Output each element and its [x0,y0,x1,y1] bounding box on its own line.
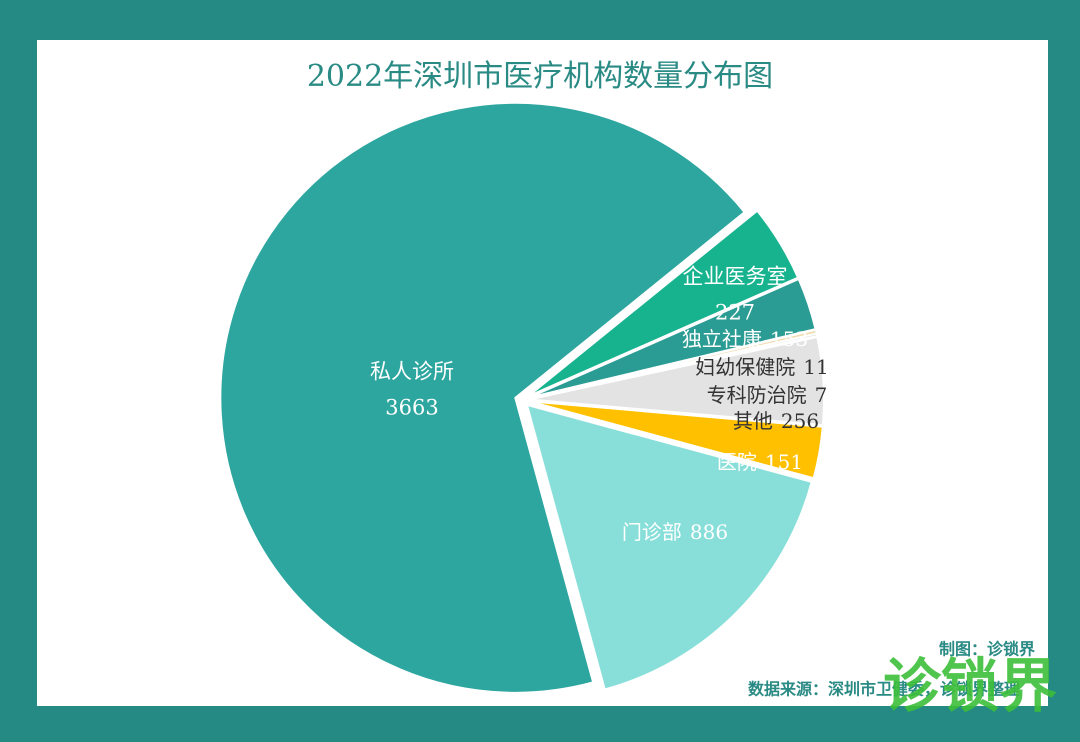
slice-label: 私人诊所 [370,360,454,384]
slice-value: 153 [770,327,808,351]
pie-slice [527,209,800,398]
chart-title: 2022年深圳市医疗机构数量分布图 [307,59,773,94]
slice-value: 151 [765,450,803,474]
slice-label: 门诊部 [622,520,682,544]
pie-slice [528,335,825,427]
slice-value: 227 [715,301,755,325]
slice-label-group: 其他 256 [733,409,819,433]
credit-author: 制图：诊锁界 [939,640,1035,659]
pie-slice [525,403,813,691]
slice-label: 妇幼保健院 [695,355,795,379]
logo: 诊锁界 [883,652,1057,720]
pie-slice [528,332,819,400]
slice-value: 7 [815,383,828,407]
slice-value: 256 [781,409,819,433]
pie-slice [219,101,747,694]
slice-label-group: 专科防治院 7 [707,383,828,407]
slice-label-group: 门诊部 886 [622,520,728,544]
slice-label: 企业医务室 [683,265,788,289]
slice-label: 独立社康 [682,327,762,351]
credit-source: 数据来源：深圳市卫健委，诊锁界整理 [748,680,1020,699]
slice-label-group: 妇幼保健院 11 [695,355,828,379]
slice-value: 11 [803,355,828,379]
slice-label: 其他 [733,409,773,433]
slice-label: 医院 [717,450,757,474]
slice-label: 专科防治院 [707,383,807,407]
slice-value: 3663 [385,396,438,420]
pie-slice [528,400,824,480]
slice-label-group: 医院 151 [717,450,803,474]
slice-value: 886 [690,520,728,544]
slice-label-group: 独立社康 153 [682,327,808,351]
